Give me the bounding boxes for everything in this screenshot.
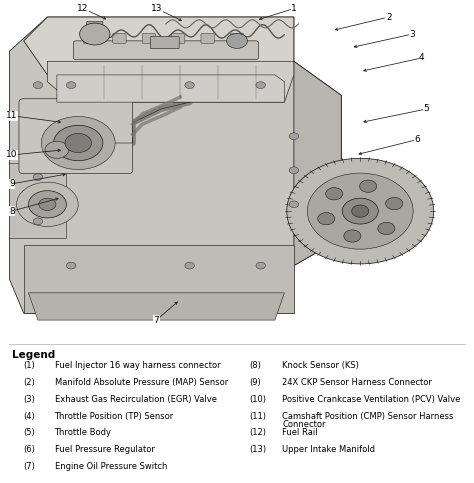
Circle shape — [256, 262, 265, 269]
Text: (9): (9) — [249, 378, 261, 387]
Text: Fuel Rail: Fuel Rail — [282, 428, 318, 438]
Text: Throttle Body: Throttle Body — [55, 428, 111, 438]
Text: 24X CKP Sensor Harness Connector: 24X CKP Sensor Harness Connector — [282, 378, 432, 387]
Circle shape — [54, 125, 103, 161]
Polygon shape — [24, 17, 294, 75]
Circle shape — [342, 198, 378, 224]
Text: 4: 4 — [419, 54, 425, 62]
Circle shape — [80, 23, 110, 45]
Circle shape — [360, 180, 377, 192]
Text: Exhaust Gas Recirculation (EGR) Valve: Exhaust Gas Recirculation (EGR) Valve — [55, 395, 217, 404]
Circle shape — [318, 213, 335, 225]
Text: Upper Intake Manifold: Upper Intake Manifold — [282, 445, 375, 454]
Circle shape — [185, 82, 194, 88]
Circle shape — [65, 133, 91, 153]
Circle shape — [307, 173, 413, 249]
FancyBboxPatch shape — [113, 33, 126, 43]
Text: Legend: Legend — [12, 350, 55, 360]
Polygon shape — [9, 163, 66, 238]
Text: Positive Crankcase Ventilation (PCV) Valve: Positive Crankcase Ventilation (PCV) Val… — [282, 395, 460, 404]
Text: 12: 12 — [77, 4, 89, 13]
FancyBboxPatch shape — [142, 33, 155, 43]
Circle shape — [39, 198, 56, 211]
Text: 6: 6 — [414, 135, 420, 144]
Circle shape — [386, 198, 403, 210]
Circle shape — [185, 262, 194, 269]
Text: 3: 3 — [410, 29, 415, 39]
Text: Engine Oil Pressure Switch: Engine Oil Pressure Switch — [55, 462, 167, 471]
FancyBboxPatch shape — [87, 21, 103, 35]
Circle shape — [289, 167, 299, 174]
Text: (11): (11) — [249, 412, 266, 421]
Text: (3): (3) — [23, 395, 35, 404]
Circle shape — [344, 230, 361, 242]
Circle shape — [17, 182, 78, 227]
Circle shape — [378, 222, 395, 235]
Circle shape — [33, 82, 43, 88]
Text: (12): (12) — [249, 428, 266, 438]
Polygon shape — [24, 245, 294, 313]
Text: Fuel Pressure Regulator: Fuel Pressure Regulator — [55, 445, 155, 454]
Text: Connector: Connector — [282, 420, 326, 429]
Text: (2): (2) — [23, 378, 35, 387]
Circle shape — [66, 82, 76, 88]
Text: 5: 5 — [424, 104, 429, 114]
Text: (13): (13) — [249, 445, 266, 454]
Polygon shape — [28, 293, 284, 320]
Text: 10: 10 — [6, 150, 18, 159]
FancyBboxPatch shape — [19, 99, 133, 174]
Polygon shape — [47, 61, 294, 102]
Circle shape — [33, 218, 43, 225]
FancyBboxPatch shape — [150, 36, 179, 49]
Text: 13: 13 — [151, 4, 162, 13]
Text: Manifold Absolute Pressure (MAP) Sensor: Manifold Absolute Pressure (MAP) Sensor — [55, 378, 228, 387]
FancyBboxPatch shape — [230, 33, 244, 43]
FancyBboxPatch shape — [83, 33, 97, 43]
Text: Throttle Position (TP) Sensor: Throttle Position (TP) Sensor — [55, 412, 174, 421]
Circle shape — [289, 201, 299, 208]
FancyBboxPatch shape — [201, 33, 214, 43]
Circle shape — [33, 174, 43, 181]
FancyBboxPatch shape — [172, 33, 185, 43]
Circle shape — [28, 191, 66, 218]
Text: 8: 8 — [9, 207, 15, 215]
Circle shape — [352, 205, 369, 217]
Circle shape — [66, 262, 76, 269]
Text: (1): (1) — [23, 361, 35, 370]
Text: (10): (10) — [249, 395, 266, 404]
Text: Fuel Injector 16 way harness connector: Fuel Injector 16 way harness connector — [55, 361, 220, 370]
Circle shape — [289, 133, 299, 140]
Text: (4): (4) — [23, 412, 35, 421]
Circle shape — [326, 187, 343, 200]
Text: 1: 1 — [291, 4, 297, 13]
FancyBboxPatch shape — [73, 41, 258, 59]
Text: (8): (8) — [249, 361, 261, 370]
Text: Camshaft Position (CMP) Sensor Harness: Camshaft Position (CMP) Sensor Harness — [282, 412, 454, 421]
Text: (6): (6) — [23, 445, 35, 454]
Polygon shape — [9, 17, 341, 313]
Circle shape — [45, 142, 69, 158]
Text: 2: 2 — [386, 13, 392, 22]
Text: 11: 11 — [6, 111, 18, 120]
Text: (7): (7) — [23, 462, 35, 471]
Circle shape — [256, 82, 265, 88]
Circle shape — [41, 116, 115, 170]
Circle shape — [227, 33, 247, 48]
Polygon shape — [294, 61, 341, 266]
Circle shape — [287, 158, 434, 264]
Text: Knock Sensor (KS): Knock Sensor (KS) — [282, 361, 359, 370]
Polygon shape — [57, 75, 284, 102]
Text: 9: 9 — [9, 179, 15, 188]
Text: (5): (5) — [23, 428, 35, 438]
Text: 7: 7 — [154, 315, 159, 325]
